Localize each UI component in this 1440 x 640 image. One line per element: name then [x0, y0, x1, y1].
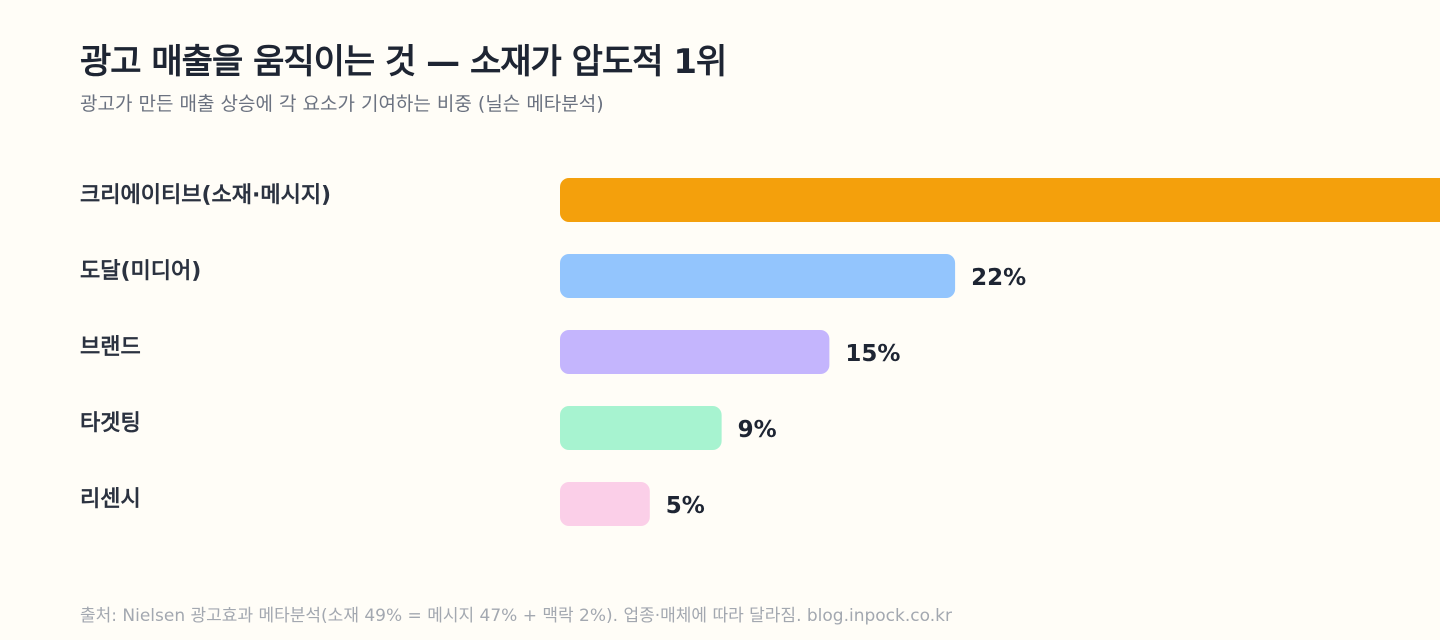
category-label: 리센시	[80, 487, 141, 512]
bar	[560, 406, 722, 450]
bar	[560, 254, 956, 298]
value-label: 9%	[738, 417, 777, 443]
category-label: 타겟팅	[80, 411, 141, 436]
bar	[560, 178, 1440, 222]
value-label: 22%	[971, 265, 1026, 291]
bar	[560, 330, 830, 374]
category-label: 브랜드	[80, 335, 141, 360]
category-label: 크리에이티브(소재·메시지)	[80, 183, 331, 208]
value-label: 5%	[666, 493, 705, 519]
chart-subtitle: 광고가 만든 매출 상승에 각 요소가 기여하는 비중 (닐슨 메타분석)	[80, 93, 604, 115]
category-label: 도달(미디어)	[80, 259, 201, 284]
value-label: 15%	[845, 341, 900, 367]
source-footnote: 출처: Nielsen 광고효과 메타분석(소재 49% = 메시지 47% +…	[80, 606, 952, 626]
bar	[560, 482, 650, 526]
bar-chart: 크리에이티브(소재·메시지) 도달(미디어) 22% 브랜드 15% 타겟팅 9% 리센시 5%	[80, 178, 1440, 526]
chart-title: 광고 매출을 움직이는 것 — 소재가 압도적 1위	[80, 42, 727, 82]
